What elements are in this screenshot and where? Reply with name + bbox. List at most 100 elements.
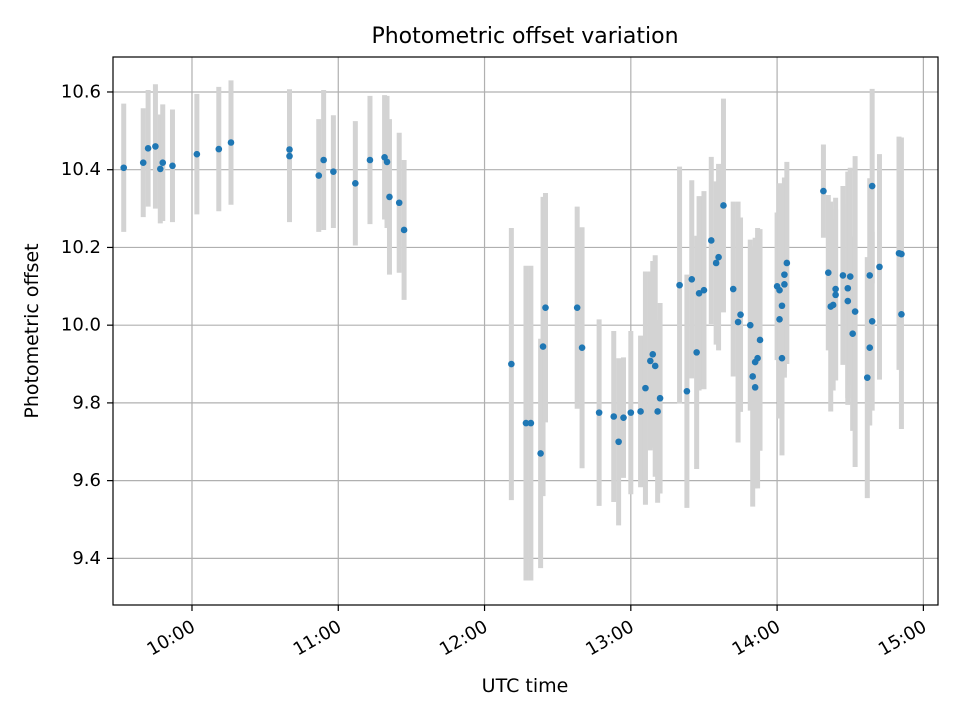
tick-layer: 10:00 11:00 12:00 13:00 14:00 15:00 9.4 9.6 9.8 1… — [61, 81, 930, 660]
data-point — [898, 250, 905, 258]
data-point — [193, 150, 201, 158]
data-point — [776, 316, 783, 323]
data-point — [156, 165, 164, 173]
data-point — [286, 152, 293, 160]
data-point — [778, 354, 786, 362]
x-tick-label: 15:00 — [875, 616, 930, 660]
x-tick-label: 11:00 — [290, 616, 345, 660]
data-point — [820, 187, 827, 195]
data-point — [139, 159, 147, 167]
data-point — [688, 276, 696, 283]
data-point — [832, 291, 839, 299]
chart-title: Photometric offset variation — [371, 24, 678, 49]
data-point — [700, 286, 708, 294]
data-point — [615, 438, 622, 446]
data-point — [120, 164, 128, 172]
data-point — [330, 168, 337, 175]
data-point — [712, 259, 720, 267]
data-point — [320, 156, 327, 164]
data-point — [868, 182, 876, 190]
data-point — [846, 273, 854, 280]
data-point — [720, 202, 727, 209]
x-tick-label: 14:00 — [729, 616, 784, 660]
data-point — [839, 272, 847, 279]
data-point — [876, 263, 883, 271]
data-point — [849, 330, 856, 338]
data-point — [386, 193, 393, 201]
data-point — [383, 158, 391, 166]
data-point — [578, 344, 586, 352]
data-point — [642, 384, 649, 392]
data-point — [824, 269, 832, 277]
data-point — [783, 259, 791, 267]
data-point — [754, 354, 761, 362]
data-point — [832, 285, 839, 293]
data-point — [522, 419, 530, 427]
data-point — [695, 290, 703, 297]
y-tick-label: 10.4 — [61, 159, 101, 180]
x-tick-label: 13:00 — [582, 616, 637, 660]
data-point — [656, 394, 664, 402]
data-point — [169, 162, 176, 170]
data-point — [620, 414, 627, 421]
x-axis-label: UTC time — [482, 675, 569, 697]
data-point — [573, 304, 581, 311]
data-point — [227, 139, 235, 146]
data-point — [527, 419, 535, 427]
data-point — [844, 284, 852, 292]
data-point — [844, 297, 852, 305]
data-point — [776, 286, 783, 294]
point-layer — [120, 139, 905, 457]
data-point — [595, 409, 603, 416]
data-point — [542, 304, 549, 311]
data-point — [751, 384, 759, 391]
data-point — [829, 301, 837, 309]
data-point — [315, 172, 323, 179]
y-tick-label: 10.6 — [61, 81, 101, 102]
data-point — [778, 302, 786, 310]
data-point — [651, 362, 659, 370]
data-point — [647, 357, 654, 365]
data-point — [729, 285, 737, 293]
data-point — [863, 374, 871, 381]
data-point — [352, 180, 359, 187]
data-point — [749, 373, 757, 380]
y-tick-label: 9.8 — [72, 392, 101, 413]
data-point — [537, 450, 544, 457]
data-point — [610, 413, 618, 420]
data-point — [654, 408, 661, 415]
data-point — [286, 146, 293, 153]
data-point — [866, 344, 874, 352]
data-point — [715, 253, 722, 261]
data-point — [693, 349, 700, 356]
data-point — [627, 409, 635, 416]
errorbar-layer — [121, 80, 904, 581]
data-point — [781, 281, 788, 288]
y-tick-label: 9.4 — [72, 548, 101, 569]
data-point — [152, 143, 159, 150]
data-point — [756, 336, 764, 344]
data-point — [898, 310, 905, 318]
data-point — [868, 317, 876, 325]
plot-frame — [112, 56, 939, 606]
data-point — [707, 237, 715, 244]
x-tick-label: 12:00 — [436, 616, 491, 660]
data-point — [683, 387, 691, 395]
data-point — [637, 408, 644, 415]
data-point — [781, 271, 788, 278]
y-tick-label: 10.2 — [61, 237, 101, 258]
data-point — [144, 145, 152, 152]
data-point — [746, 321, 754, 329]
data-point — [737, 311, 744, 318]
data-point — [539, 343, 547, 350]
data-point — [676, 281, 683, 289]
data-point — [215, 145, 223, 153]
data-point — [851, 308, 859, 315]
data-point — [866, 272, 874, 279]
y-axis-label: Photometric offset — [21, 243, 43, 418]
data-point — [400, 226, 408, 234]
data-point — [649, 351, 657, 358]
y-tick-label: 9.6 — [72, 470, 101, 491]
